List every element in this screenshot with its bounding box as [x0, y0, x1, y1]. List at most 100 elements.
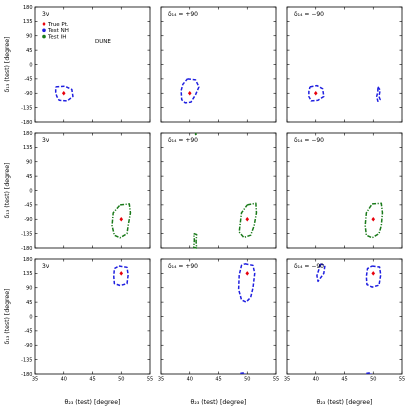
y-tick-label: -45 — [24, 329, 32, 335]
x-tick-label: 55 — [147, 377, 153, 383]
panel-frame — [34, 132, 151, 249]
x-axis-label: θ₂₃ (test) [degree] — [65, 399, 121, 406]
y-tick-label: -90 — [24, 217, 32, 223]
panel-title: δ₁₄ = +90 — [168, 11, 198, 18]
y-tick-label: -90 — [24, 91, 32, 97]
panel-title: δ₁₄ = +90 — [168, 137, 198, 144]
contour-nh — [237, 263, 256, 303]
panel-1-1: δ₁₄ = +90 — [160, 132, 277, 249]
panel-title: δ₁₄ = −90 — [294, 263, 324, 270]
x-tick-label: 45 — [215, 377, 221, 383]
panel-title: 3ν — [42, 11, 50, 18]
y-tick-label: -180 — [21, 246, 32, 252]
y-tick-label: 45 — [26, 48, 32, 54]
x-tick-label: 50 — [244, 377, 250, 383]
y-tick-label: 0 — [29, 62, 32, 68]
contour-nh — [365, 265, 382, 288]
x-tick-label: 35 — [284, 377, 290, 383]
y-tick-label: 135 — [23, 145, 33, 151]
y-tick-label: -135 — [21, 105, 32, 111]
contour-nh — [316, 263, 326, 283]
y-tick-label: 180 — [23, 131, 33, 137]
x-tick-label: 45 — [89, 377, 95, 383]
panel-frame — [160, 258, 277, 375]
y-tick-label: -45 — [24, 77, 32, 83]
panel-frame — [286, 132, 403, 249]
true-point-marker — [187, 91, 192, 96]
panel-2-1: 35 40 45 50 55 δ₁₄ = +90 — [158, 258, 279, 383]
y-tick-label: -90 — [24, 343, 32, 349]
panel-1-0: -180 -135 -90 -45 0 45 90 135 180 3ν — [21, 131, 151, 252]
y-tick-label: -135 — [21, 231, 32, 237]
y-axis-label: δ₁₃ (test) [degree] — [4, 37, 11, 93]
y-axis-label: δ₁₃ (test) [degree] — [4, 289, 11, 345]
x-axis-label: θ₂₃ (test) [degree] — [317, 399, 373, 406]
y-tick-label: 45 — [26, 300, 32, 306]
x-tick-label: 55 — [273, 377, 279, 383]
y-tick-label: 45 — [26, 174, 32, 180]
true-point-marker — [119, 271, 124, 276]
panel-title: δ₁₄ = −90 — [294, 137, 324, 144]
x-tick-label: 35 — [158, 377, 164, 383]
contour-nh — [113, 265, 129, 287]
y-tick-label: 180 — [23, 5, 33, 11]
contour-nh — [54, 85, 74, 102]
panel-1-2: δ₁₄ = −90 — [286, 132, 403, 249]
contour-nh — [375, 86, 381, 102]
y-tick-label: 90 — [26, 34, 32, 40]
y-tick-label: 90 — [26, 160, 32, 166]
true-point-marker — [371, 271, 376, 276]
legend-marker — [42, 28, 46, 33]
true-point-marker — [313, 91, 318, 96]
x-tick-label: 55 — [399, 377, 405, 383]
y-axis-label: δ₁₃ (test) [degree] — [4, 163, 11, 219]
true-point-marker — [245, 217, 250, 222]
y-tick-label: -180 — [21, 120, 32, 126]
y-tick-label: 90 — [26, 286, 32, 292]
true-point-marker — [61, 91, 66, 96]
legend-label: True Pt. — [47, 22, 69, 28]
panel-2-0: -180 -135 -90 -45 0 45 90 135 180 35 40 45 50 55 3ν — [21, 257, 153, 383]
panel-0-1: δ₁₄ = +90 — [160, 6, 277, 123]
legend-marker-true — [42, 22, 46, 26]
panel-0-2: δ₁₄ = −90 — [286, 6, 403, 123]
panel-frame — [160, 132, 277, 249]
x-tick-label: 40 — [313, 377, 319, 383]
panel-frame — [286, 6, 403, 123]
panel-frame — [34, 258, 151, 375]
y-tick-label: 180 — [23, 257, 33, 263]
y-tick-label: -45 — [24, 203, 32, 209]
y-tick-label: 0 — [29, 314, 32, 320]
contour-nh — [308, 84, 325, 102]
panel-frame — [160, 6, 277, 123]
axis-labels: δ₁₃ (test) [degree] δ₁₃ (test) [degree] δ₁… — [4, 37, 372, 406]
panel-2-2: 35 40 45 50 55 δ₁₄ = −90 — [284, 258, 405, 383]
contour-ih — [194, 132, 197, 136]
x-tick-label: 40 — [61, 377, 67, 383]
legend-marker — [42, 34, 46, 39]
x-axis-label: θ₂₃ (test) [degree] — [191, 399, 247, 406]
y-tick-label: 135 — [23, 271, 33, 277]
panel-frame — [286, 258, 403, 375]
experiment-label: DUNE — [95, 39, 111, 45]
x-tick-label: 45 — [341, 377, 347, 383]
y-tick-label: 0 — [29, 188, 32, 194]
contour-nh — [240, 371, 246, 375]
y-tick-label: -180 — [21, 372, 32, 378]
y-tick-label: -135 — [21, 357, 32, 363]
legend-label: Test NH — [47, 28, 69, 34]
x-tick-label: 50 — [118, 377, 124, 383]
legend-label: Test IH — [47, 35, 66, 41]
x-tick-label: 35 — [32, 377, 38, 383]
panel-title: 3ν — [42, 263, 50, 270]
true-point-marker — [371, 217, 376, 222]
panel-title: 3ν — [42, 137, 50, 144]
y-tick-label: 135 — [23, 19, 33, 25]
contour-ih — [364, 202, 384, 239]
x-tick-label: 50 — [370, 377, 376, 383]
contour-ih — [111, 203, 132, 239]
contour-nh — [366, 371, 372, 375]
